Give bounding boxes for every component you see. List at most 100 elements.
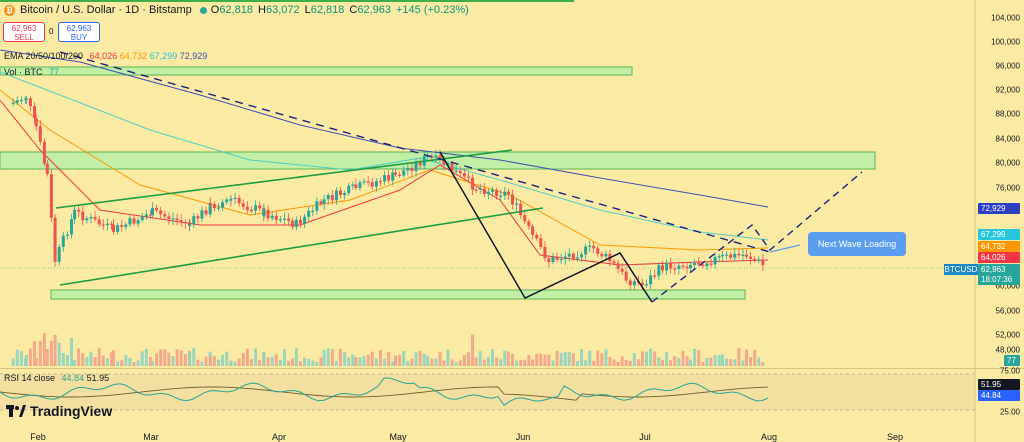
volume-bar — [753, 349, 757, 366]
volume-bar — [519, 359, 523, 366]
volume-bar — [254, 348, 258, 366]
open-key: O — [210, 4, 220, 16]
volume-bar — [551, 360, 555, 366]
symbol-title[interactable]: Bitcoin / U.S. Dollar · 1D · Bitstamp — [20, 4, 192, 16]
candle-body — [85, 218, 89, 221]
candle-body — [701, 264, 705, 267]
candle-body — [600, 253, 604, 257]
volume-bar — [45, 349, 49, 366]
volume-bar — [450, 359, 454, 366]
volume-bar — [128, 357, 132, 366]
high-key: H — [258, 4, 266, 16]
candle-body — [673, 268, 677, 270]
volume-bar — [510, 353, 514, 366]
volume-bar — [394, 355, 398, 366]
candle-body — [351, 184, 355, 186]
volume-bar — [636, 359, 640, 366]
candle-body — [450, 162, 454, 172]
volume-bar — [454, 361, 458, 366]
volume-bar — [604, 349, 608, 366]
volume-bar — [307, 358, 311, 366]
volume-bar — [729, 359, 733, 366]
volume-bar — [311, 360, 315, 366]
candle-body — [196, 216, 200, 219]
candle-body — [233, 197, 237, 199]
candle-body — [721, 255, 724, 257]
candle-body — [665, 262, 669, 271]
candle-body — [588, 245, 592, 247]
volume-bar — [15, 349, 19, 366]
candle-body — [523, 215, 527, 222]
candle-body — [749, 256, 753, 259]
volume-bar — [673, 356, 677, 366]
candle-body — [745, 254, 748, 257]
volume-bar — [717, 355, 721, 366]
candle-body — [559, 259, 563, 261]
volume-bar — [697, 350, 701, 366]
spread-value: 0 — [49, 27, 54, 36]
volume-bar — [749, 357, 753, 366]
next-wave-callout[interactable]: Next Wave Loading — [808, 232, 906, 256]
volume-bar — [120, 359, 124, 366]
volume-bar — [458, 360, 462, 366]
change-value: +145 (+0.23%) — [396, 4, 469, 16]
candle-body — [761, 259, 765, 265]
candle-body — [81, 211, 85, 221]
volume-bar — [567, 352, 571, 366]
candle-body — [753, 258, 757, 261]
vol-label: Vol · BTC — [4, 67, 43, 77]
volume-bar — [677, 357, 681, 366]
candle-body — [334, 190, 338, 201]
top-edge-zone — [0, 0, 574, 2]
rsi-band — [0, 374, 975, 410]
volume-bar — [229, 361, 233, 366]
projection-path — [651, 171, 863, 303]
volume-bar — [33, 341, 37, 366]
rsi-legend[interactable]: RSI 14 close 44.84 51.95 — [4, 373, 109, 383]
ema-legend[interactable]: EMA 20/50/100/200 64,026 64,732 67,299 7… — [4, 51, 207, 61]
volume-bar — [737, 348, 741, 366]
volume-bar — [42, 333, 46, 366]
volume-bar — [555, 350, 559, 366]
candle-body — [741, 254, 745, 257]
candle-body — [685, 266, 689, 269]
candle-body — [298, 219, 302, 224]
volume-bar — [233, 361, 237, 366]
candle-body — [65, 234, 69, 236]
volume-bar — [531, 359, 535, 366]
volume-bar — [258, 359, 262, 366]
candle-body — [737, 253, 741, 256]
candle-body — [620, 268, 624, 272]
volume-bar — [291, 358, 295, 366]
candle-body — [709, 263, 713, 265]
volume-bar — [709, 357, 713, 366]
ema50-line — [0, 89, 769, 251]
wave-path — [439, 151, 653, 303]
candle-body — [434, 155, 438, 158]
candle-body — [366, 181, 370, 183]
candle-body — [677, 265, 681, 270]
candle-body — [120, 225, 124, 227]
volume-bar — [148, 356, 152, 366]
candle-body — [278, 219, 282, 221]
tradingview-logo[interactable]: TradingView — [6, 403, 112, 419]
volume-bar — [262, 352, 266, 366]
candle-body — [221, 202, 225, 208]
volume-bar — [179, 350, 183, 366]
volume-bar — [482, 359, 486, 366]
volume-bar — [471, 334, 475, 366]
buy-button[interactable]: 62,963 BUY — [58, 22, 100, 42]
volume-bar — [592, 360, 596, 366]
vol-legend[interactable]: Vol · BTC 77 — [4, 67, 59, 77]
volume-bar — [559, 352, 563, 366]
candle-body — [426, 155, 430, 158]
candle-body — [575, 257, 579, 259]
sell-button[interactable]: 62,963 SELL — [3, 22, 45, 42]
candle-body — [188, 224, 192, 226]
volume-bar — [733, 359, 737, 366]
candle-body — [661, 265, 664, 271]
candle-body — [499, 195, 503, 197]
candle-body — [510, 194, 514, 205]
downtrend-dashed-line — [59, 51, 771, 253]
